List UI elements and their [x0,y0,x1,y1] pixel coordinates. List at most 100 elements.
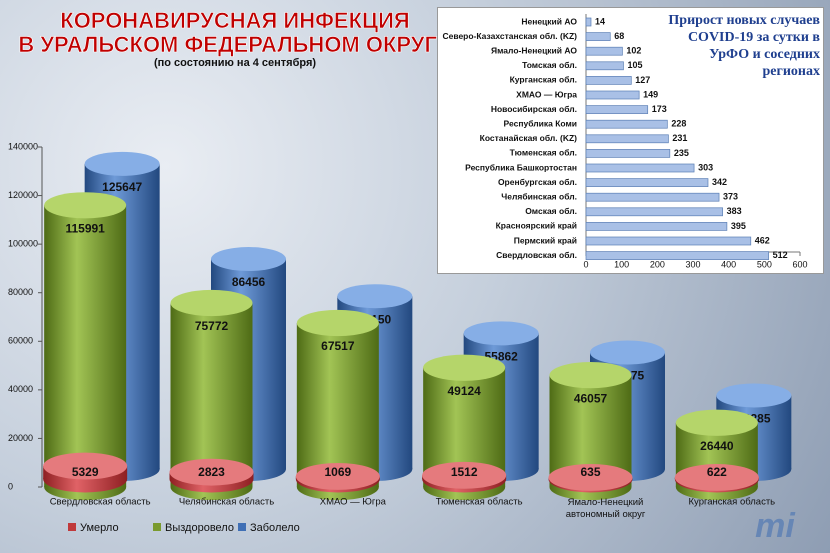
legend-swatch [153,523,161,531]
value-label: 14 [595,16,605,26]
cylinder-top [43,452,128,480]
legend-label: Выздоровело [165,522,234,534]
cylinder [44,205,127,488]
value-label: 127 [635,75,650,85]
value-label: 383 [727,206,742,216]
y-tick-label: 100000 [8,239,38,249]
value-label: 67517 [321,339,355,353]
y-tick-label: 120000 [8,190,38,200]
y-tick-label: Челябинская обл. [501,191,577,201]
x-tick-label: ХМАО — Югра [320,497,387,508]
x-tick-label: Тюменская область [436,497,523,508]
x-tick-label: 300 [685,259,700,269]
cylinder-top [44,192,127,219]
value-label: 149 [643,89,658,99]
cylinder-top [590,340,665,365]
bar [585,61,624,71]
y-tick-label: Тюменская обл. [510,148,577,158]
bar [585,207,723,217]
cylinder-top [423,354,506,381]
value-label: 75772 [195,319,229,333]
value-label: 635 [580,465,600,479]
value-label: 228 [671,119,686,129]
value-label: 235 [674,148,689,158]
cylinder-top [295,462,380,490]
y-tick-label: 20000 [8,433,33,443]
cylinder-top [548,464,633,491]
bar [585,76,632,85]
y-tick-label: Томская обл. [522,60,577,70]
value-label: 1512 [451,465,478,479]
y-tick-label: Свердловская обл. [496,250,577,260]
x-tick-label: 0 [583,259,588,269]
cylinder-top [716,383,792,408]
bar [585,90,640,100]
y-tick-label: Костанайская обл. (KZ) [480,133,578,143]
x-tick-label: 400 [721,259,736,269]
cylinder-top [422,461,507,489]
bar [585,32,611,41]
x-tick-label: 100 [614,259,629,269]
value-label: 125647 [102,180,142,194]
legend-label: Умерло [80,522,119,534]
value-label: 2823 [198,465,225,479]
chart-subtitle: (по состоянию на 4 сентября) [154,57,316,69]
y-tick-label: 140000 [8,141,38,151]
y-tick-label: Красноярский край [496,221,577,231]
bar [585,149,671,158]
x-tick-label: Челябинская область [179,497,274,508]
value-label: 512 [773,250,788,260]
cylinder-top [211,247,286,272]
chart-title: В УРАЛЬСКОМ ФЕДЕРАЛЬНОМ ОКРУГЕ [18,32,451,57]
x-tick-label: 200 [650,259,665,269]
y-tick-label: Ненецкий АО [521,16,577,26]
cylinder-top [675,409,758,436]
y-tick-label: Омская обл. [525,206,577,216]
value-label: 49124 [447,384,481,398]
x-tick-label: Ямало-Ненецкий автономный округ [566,497,646,520]
value-label: 5329 [72,465,99,479]
y-tick-label: 60000 [8,336,33,346]
y-tick-label: Пермский край [514,235,577,245]
value-label: 342 [712,177,727,187]
value-label: 1069 [324,465,351,479]
value-label: 395 [731,221,746,231]
value-label: 105 [627,60,642,70]
y-tick-label: 0 [8,481,13,491]
bar [585,17,592,27]
bar [585,251,769,260]
value-label: 115991 [65,221,105,235]
value-label: 173 [652,104,667,114]
bar [585,163,695,173]
cylinder-top [549,362,632,389]
y-tick-label: 40000 [8,384,33,394]
chart-title: КОРОНАВИРУСНАЯ ИНФЕКЦИЯ [60,8,409,33]
y-tick-label: Курганская обл. [510,75,577,85]
x-tick-label: 600 [792,259,807,269]
cylinder [296,323,379,487]
y-tick-label: 80000 [8,287,33,297]
value-label: 26440 [700,439,734,453]
cylinder-top [84,151,160,176]
cylinder-top [296,309,379,337]
cylinder-top [337,284,413,309]
x-tick-label: Курганская область [689,497,776,508]
legend-label: Заболело [250,522,300,534]
value-label: 86456 [232,275,266,289]
bar [585,134,669,144]
value-label: 303 [698,162,713,172]
value-label: 68 [614,31,624,41]
value-label: 231 [672,133,687,143]
bar [585,236,752,246]
bar [585,192,720,202]
x-tick-label: Свердловская область [50,497,151,508]
value-label: 462 [755,235,770,245]
cylinder-top [170,289,253,317]
y-tick-label: Республика Башкортостан [465,162,577,172]
value-label: 622 [707,465,727,479]
cylinder [170,302,253,487]
bar [585,105,649,114]
